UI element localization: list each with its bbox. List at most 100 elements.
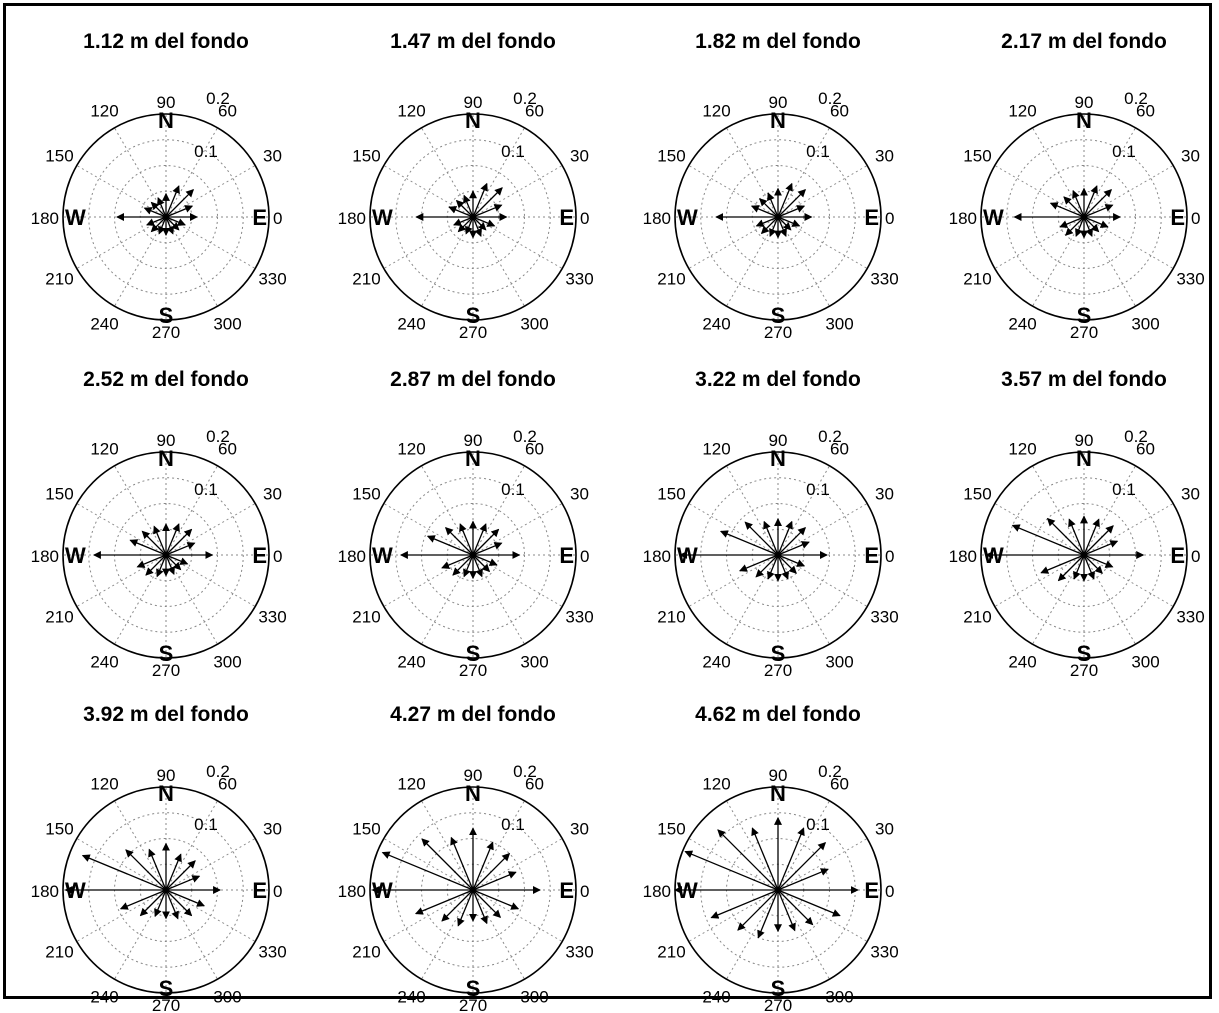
outer-ring <box>369 786 577 994</box>
grid-spoke <box>777 889 830 980</box>
grid-spoke <box>1083 554 1136 645</box>
angle-tick-label: 150 <box>657 820 685 839</box>
angle-tick-label: 180 <box>338 209 366 228</box>
angle-tick-label: 150 <box>352 147 380 166</box>
angle-tick-label: 120 <box>702 439 730 458</box>
grid-spoke <box>472 554 525 645</box>
angle-tick-label: 90 <box>157 431 176 450</box>
cardinal-label: W <box>65 205 86 230</box>
radial-tick-label: 0.1 <box>194 480 218 499</box>
vector-arrow <box>777 205 806 218</box>
angle-tick-label: 120 <box>397 439 425 458</box>
angle-tick-label: 30 <box>570 820 589 839</box>
vector-arrow <box>157 197 167 218</box>
cardinal-label: E <box>559 878 574 903</box>
radial-tick-label: 0.1 <box>1112 142 1136 161</box>
vector-arrow <box>777 188 807 218</box>
angle-tick-label: 60 <box>525 439 544 458</box>
vector-arrow <box>1083 554 1095 580</box>
angle-tick-label: 240 <box>397 988 425 1007</box>
rose-panel: 4.62 m del fondo 30 60 120 150 210 240 300 330 90… <box>628 703 928 1013</box>
angle-tick-label: 300 <box>213 988 241 1007</box>
vector-arrow <box>457 889 474 927</box>
angle-tick-label: 330 <box>870 943 898 962</box>
angle-tick-label: 270 <box>459 661 487 680</box>
vector-arrow <box>154 889 167 918</box>
angle-tick-label: 90 <box>464 93 483 112</box>
grid-spoke <box>726 889 779 980</box>
radial-tick-label: 0.1 <box>806 815 830 834</box>
panel-title: 2.87 m del fondo <box>390 368 556 391</box>
cardinal-label: W <box>372 205 393 230</box>
vector-arrow <box>777 554 806 567</box>
vector-arrow <box>1083 525 1114 556</box>
grid-spoke <box>165 216 218 307</box>
cardinal-label: S <box>466 641 481 666</box>
radial-tick-label: 0.2 <box>513 427 537 446</box>
grid-ring <box>1006 477 1162 633</box>
vector-arrow <box>760 216 779 235</box>
angle-tick-label: 60 <box>1136 101 1155 120</box>
angle-tick-label: 240 <box>397 653 425 672</box>
grid-spoke <box>1083 465 1136 556</box>
angle-tick-label: 0 <box>885 547 894 566</box>
angle-tick-label: 150 <box>352 485 380 504</box>
vector-arrow <box>1083 518 1100 556</box>
vector-arrow <box>165 860 196 891</box>
angle-tick-label: 90 <box>157 93 176 112</box>
vector-arrow <box>139 889 167 917</box>
vector-arrow <box>472 889 488 925</box>
vector-arrow <box>165 528 193 556</box>
grid-spoke <box>114 216 167 307</box>
angle-tick-label: 240 <box>702 653 730 672</box>
cardinal-label: N <box>158 446 174 471</box>
vector-arrow <box>472 554 498 566</box>
cardinal-label: E <box>1170 543 1185 568</box>
angle-tick-label: 210 <box>352 608 380 627</box>
vector-arrow <box>755 216 779 227</box>
angle-tick-label: 60 <box>218 101 237 120</box>
vector-arrow <box>769 216 779 237</box>
vector-arrow <box>684 850 779 891</box>
angle-tick-label: 330 <box>870 270 898 289</box>
cardinal-label: E <box>864 205 879 230</box>
radial-tick-label: 0.2 <box>206 427 230 446</box>
vector-arrow <box>710 889 779 919</box>
grid-spoke <box>76 216 167 269</box>
cardinal-label: N <box>1076 108 1092 133</box>
outer-ring <box>369 451 577 659</box>
vector-arrow <box>150 216 167 233</box>
vector-arrow <box>165 889 179 920</box>
vector-arrow <box>777 889 796 932</box>
angle-tick-label: 90 <box>769 766 788 785</box>
angle-tick-label: 0 <box>885 882 894 901</box>
cardinal-label: E <box>864 543 879 568</box>
cardinal-label: N <box>158 781 174 806</box>
angle-tick-label: 120 <box>1008 101 1036 120</box>
vector-arrow <box>1068 518 1085 556</box>
vector-arrow <box>472 554 491 573</box>
grid-ring <box>700 139 856 295</box>
angle-tick-label: 120 <box>90 774 118 793</box>
radial-tick-label: 0.1 <box>194 815 218 834</box>
angle-tick-label: 330 <box>565 270 593 289</box>
cardinal-label: N <box>1076 446 1092 471</box>
cardinal-label: S <box>771 303 786 328</box>
angle-tick-label: 0 <box>1191 209 1200 228</box>
vector-arrow <box>737 889 779 931</box>
radial-tick-label: 0.1 <box>806 480 830 499</box>
vector-arrow <box>739 554 779 572</box>
cardinal-label: S <box>159 303 174 328</box>
vector-arrow <box>165 875 201 891</box>
grid-spoke <box>383 554 474 607</box>
angle-tick-label: 270 <box>764 323 792 342</box>
vector-arrow <box>1040 554 1085 574</box>
outer-ring <box>980 451 1188 659</box>
grid-spoke <box>383 165 474 218</box>
cardinal-label: W <box>65 543 86 568</box>
